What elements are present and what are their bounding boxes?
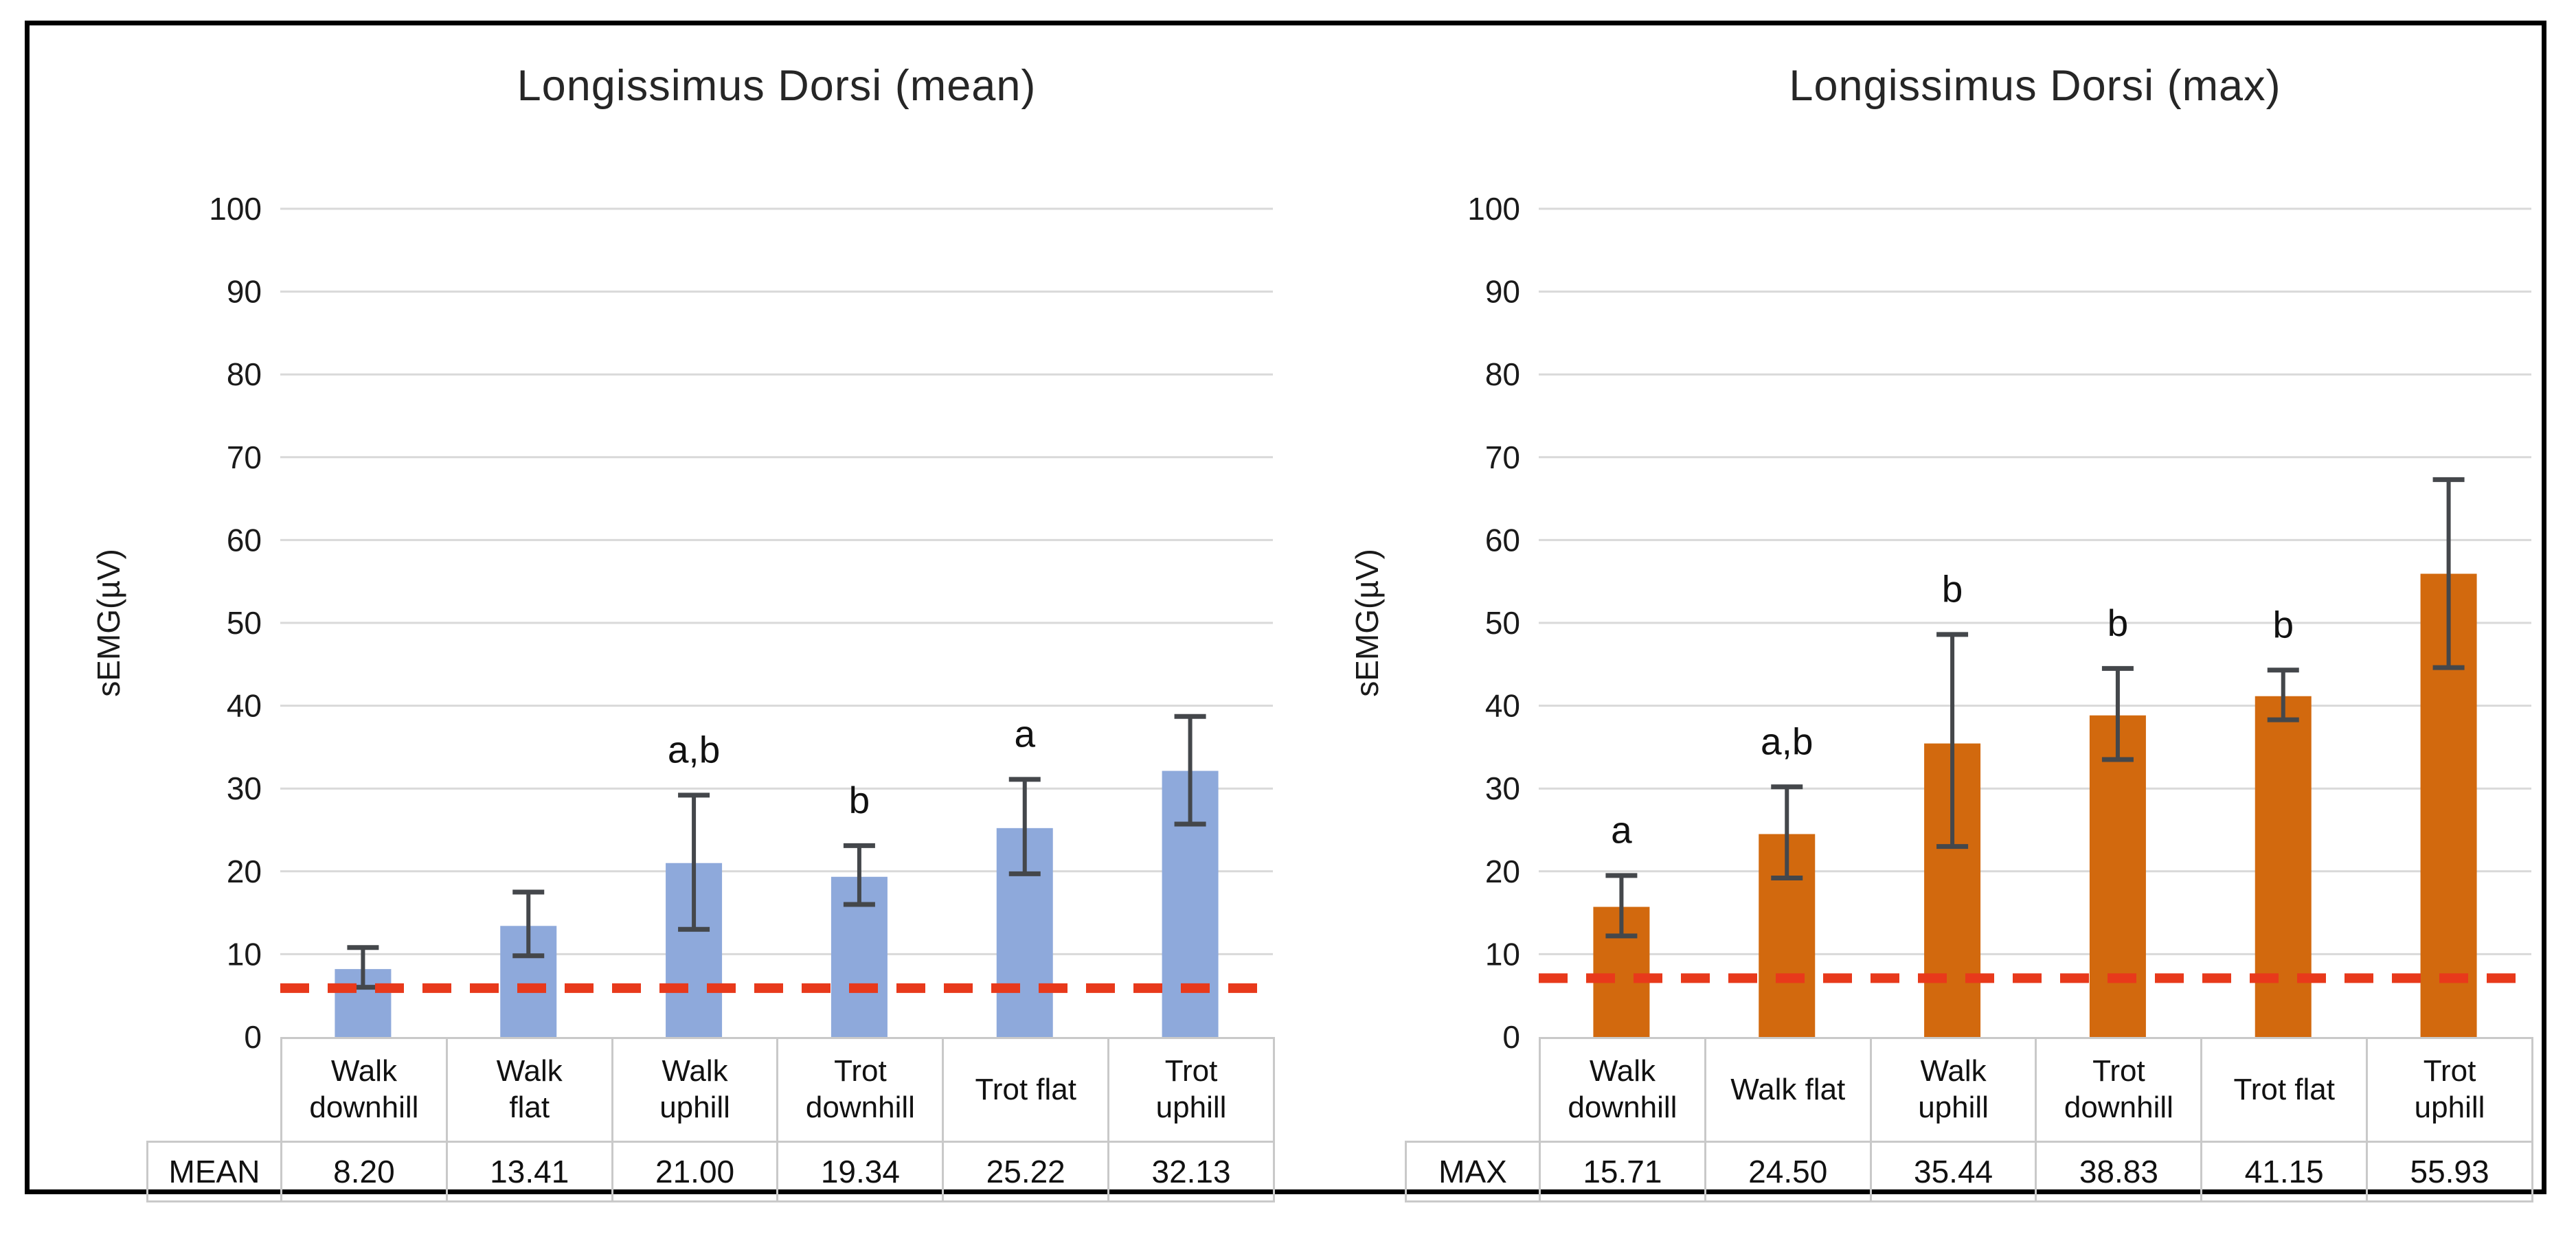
category-header-cell: Trot uphill bbox=[1107, 1037, 1275, 1143]
y-tick-label: 100 bbox=[1467, 191, 1520, 227]
significance-letter: a bbox=[1611, 809, 1632, 852]
table-value-cell: 25.22 bbox=[942, 1141, 1110, 1202]
table-value-cell: 13.41 bbox=[445, 1141, 613, 1202]
y-tick-label: 60 bbox=[227, 522, 262, 558]
category-header-cell: Walk uphill bbox=[611, 1037, 779, 1143]
significance-letter: b bbox=[2272, 603, 2294, 646]
table-corner-cell bbox=[1406, 1038, 1540, 1142]
y-tick-label: 20 bbox=[1485, 854, 1520, 889]
significance-letter: a,b bbox=[668, 729, 720, 771]
category-header-cell: Trot downhill bbox=[776, 1037, 945, 1143]
chart-panel-max: Longissimus Dorsi (max) sEMG(µV) 0 10 20 30… bbox=[1288, 25, 2576, 1202]
significance-letter: b bbox=[849, 779, 870, 821]
y-tick-label: 40 bbox=[227, 688, 262, 724]
table-value-cell: 21.00 bbox=[611, 1141, 779, 1202]
table-value-cell: 8.20 bbox=[280, 1141, 448, 1202]
table-value-cell: 15.71 bbox=[1539, 1141, 1706, 1202]
y-tick-label: 90 bbox=[227, 274, 262, 310]
y-tick-label: 30 bbox=[227, 771, 262, 806]
table-value-cell: 24.50 bbox=[1704, 1141, 1872, 1202]
chart-panel-mean: Longissimus Dorsi (mean) sEMG(µV) 0 10 20 3… bbox=[30, 25, 1318, 1202]
chart-title: Longissimus Dorsi (max) bbox=[1789, 62, 2281, 110]
y-tick-label: 30 bbox=[1485, 771, 1520, 806]
y-tick-label: 40 bbox=[1485, 688, 1520, 724]
chart-title: Longissimus Dorsi (mean) bbox=[517, 62, 1037, 110]
y-tick-label: 20 bbox=[227, 854, 262, 889]
y-tick-label: 50 bbox=[227, 605, 262, 641]
table-value-cell: 32.13 bbox=[1107, 1141, 1275, 1202]
plot-area: 0 10 20 30 40 50 60 70 80 90 100 a,b b a bbox=[209, 191, 1273, 1055]
y-tick-label: 10 bbox=[1485, 936, 1520, 972]
y-tick-label: 10 bbox=[227, 936, 262, 972]
y-tick-label: 80 bbox=[1485, 356, 1520, 392]
significance-letter: b bbox=[2108, 602, 2129, 644]
significance-letter: a bbox=[1014, 713, 1035, 755]
table-row-label: MAX bbox=[1405, 1141, 1541, 1202]
y-tick-label: 0 bbox=[244, 1019, 262, 1055]
y-tick-label: 90 bbox=[1485, 274, 1520, 310]
category-header-cell: Walk uphill bbox=[1869, 1037, 2037, 1143]
y-tick-label: 50 bbox=[1485, 605, 1520, 641]
category-header-cell: Walk downhill bbox=[280, 1037, 448, 1143]
y-tick-label: 60 bbox=[1485, 522, 1520, 558]
significance-letter: a,b bbox=[1761, 720, 1813, 762]
table-value-cell: 38.83 bbox=[2035, 1141, 2203, 1202]
table-row-label: MEAN bbox=[146, 1141, 282, 1202]
table-value-cell: 41.15 bbox=[2200, 1141, 2369, 1202]
category-header-cell: Walk flat bbox=[445, 1037, 613, 1143]
plot-area: 0 10 20 30 40 50 60 70 80 90 100 a a,b b b b bbox=[1467, 191, 2531, 1055]
table-value-cell: 55.93 bbox=[2366, 1141, 2533, 1202]
category-header-cell: Trot flat bbox=[942, 1037, 1110, 1143]
significance-letter: b bbox=[1942, 568, 1963, 611]
data-table: Walk downhill Walk flat Walk uphill Trot downhi… bbox=[146, 1037, 1275, 1202]
table-value-cell: 19.34 bbox=[776, 1141, 945, 1202]
category-header-cell: Trot uphill bbox=[2366, 1037, 2533, 1143]
table-corner-cell bbox=[148, 1038, 282, 1142]
table-value-cell: 35.44 bbox=[1869, 1141, 2037, 1202]
category-header-cell: Walk flat bbox=[1704, 1037, 1872, 1143]
category-header-cell: Trot downhill bbox=[2035, 1037, 2203, 1143]
figure-border: Longissimus Dorsi (mean) sEMG(µV) 0 10 20 3… bbox=[25, 21, 2546, 1202]
y-tick-label: 70 bbox=[1485, 440, 1520, 475]
y-tick-label: 0 bbox=[1502, 1019, 1520, 1055]
y-tick-label: 70 bbox=[227, 440, 262, 475]
y-tick-label: 100 bbox=[209, 191, 262, 227]
bar bbox=[2255, 696, 2312, 1037]
bar bbox=[2089, 715, 2146, 1037]
data-table: Walk downhill Walk flat Walk uphill Trot downh… bbox=[1405, 1037, 2533, 1202]
y-tick-label: 80 bbox=[227, 356, 262, 392]
category-header-cell: Walk downhill bbox=[1539, 1037, 1706, 1143]
category-header-cell: Trot flat bbox=[2200, 1037, 2369, 1143]
